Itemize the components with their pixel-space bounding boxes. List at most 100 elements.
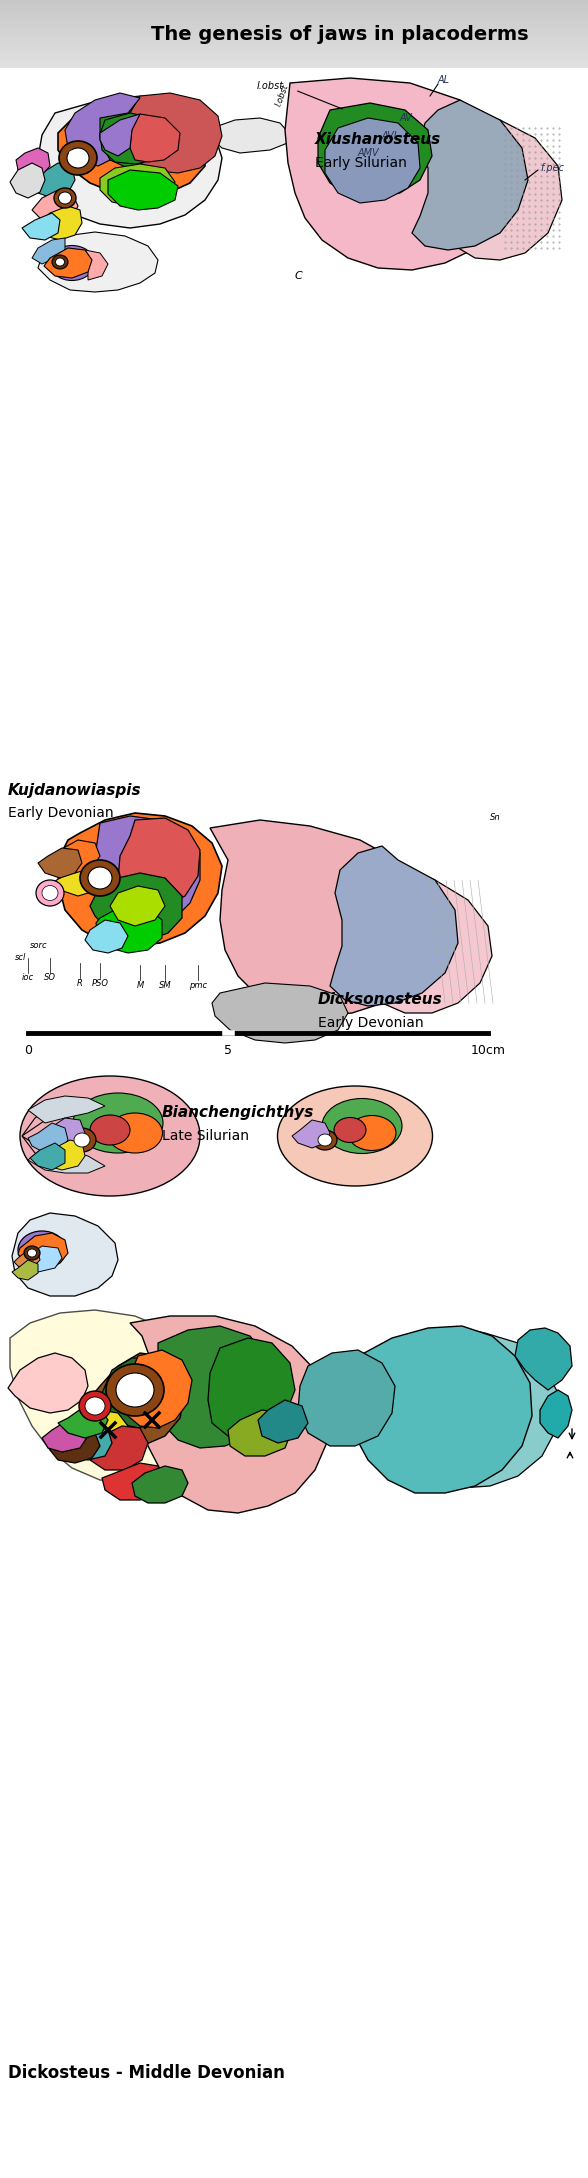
Text: AVL: AVL [382,131,400,142]
Ellipse shape [49,246,95,281]
Polygon shape [44,248,92,279]
Polygon shape [92,817,200,926]
Text: M: M [136,980,143,989]
Polygon shape [32,163,75,198]
Polygon shape [32,237,65,264]
Ellipse shape [90,1115,130,1146]
Polygon shape [28,1146,105,1174]
Polygon shape [58,102,205,196]
Polygon shape [12,1213,118,1296]
Ellipse shape [348,1115,396,1150]
Ellipse shape [54,187,76,209]
Polygon shape [515,1329,572,1390]
Polygon shape [100,163,175,207]
Polygon shape [28,1096,105,1124]
Polygon shape [38,847,82,878]
Polygon shape [102,1359,178,1429]
Polygon shape [126,1350,192,1429]
Polygon shape [108,170,178,209]
Text: l.obst: l.obst [274,83,290,109]
Polygon shape [65,94,140,166]
Polygon shape [38,207,82,240]
Polygon shape [205,118,295,152]
Ellipse shape [92,869,99,876]
Polygon shape [100,113,170,163]
Text: Dickosteus - Middle Devonian: Dickosteus - Middle Devonian [8,2065,285,2082]
Ellipse shape [88,867,112,889]
Polygon shape [8,1353,88,1414]
Polygon shape [118,819,200,908]
Text: l.obst: l.obst [256,81,283,91]
Polygon shape [22,1100,75,1137]
Text: Bianchengichthys: Bianchengichthys [162,1106,315,1119]
Polygon shape [292,1119,330,1148]
Text: 10cm: 10cm [470,1045,506,1059]
Polygon shape [85,919,128,954]
Polygon shape [540,1390,572,1437]
Ellipse shape [322,1098,402,1154]
Ellipse shape [74,1133,90,1148]
Polygon shape [132,1466,188,1503]
Polygon shape [125,94,222,172]
Polygon shape [22,213,60,240]
Ellipse shape [24,1246,40,1261]
Polygon shape [12,1261,38,1281]
Polygon shape [85,250,108,281]
Polygon shape [10,163,45,198]
Polygon shape [318,102,432,198]
Ellipse shape [313,1130,337,1150]
Polygon shape [58,1407,108,1437]
Polygon shape [42,1420,88,1453]
Ellipse shape [278,1087,433,1187]
Polygon shape [42,1139,85,1170]
Polygon shape [32,189,78,222]
Polygon shape [25,1246,62,1272]
Polygon shape [30,1143,65,1170]
Ellipse shape [69,150,75,155]
Ellipse shape [52,255,68,270]
Polygon shape [96,906,162,954]
Text: sorc: sorc [30,941,48,950]
Text: Dicksonosteus: Dicksonosteus [318,993,443,1008]
Polygon shape [100,113,140,157]
Polygon shape [258,1400,308,1444]
Text: PSO: PSO [92,978,109,987]
Polygon shape [14,1250,40,1268]
Polygon shape [50,1431,100,1464]
Text: ioc: ioc [22,974,34,982]
Text: SO: SO [44,974,56,982]
Polygon shape [88,1427,148,1470]
Ellipse shape [80,860,120,895]
Polygon shape [208,1337,295,1440]
Ellipse shape [73,1093,163,1152]
Text: Sn: Sn [490,815,500,823]
Text: Early Silurian: Early Silurian [315,157,407,170]
Text: AL: AL [438,74,450,85]
Polygon shape [90,1353,185,1446]
Ellipse shape [18,1231,66,1270]
Polygon shape [325,118,420,203]
Text: 0: 0 [24,1045,32,1059]
Polygon shape [52,841,100,873]
Polygon shape [298,1350,395,1446]
Ellipse shape [42,886,58,900]
Text: AMV: AMV [358,148,380,159]
Polygon shape [38,100,222,229]
Text: Early Devonian: Early Devonian [318,1015,423,1030]
Ellipse shape [20,1076,200,1196]
Polygon shape [42,1117,85,1148]
Ellipse shape [85,1396,105,1416]
Polygon shape [52,867,105,895]
Text: The genesis of jaws in placoderms: The genesis of jaws in placoderms [151,24,529,44]
Polygon shape [72,1409,128,1448]
Polygon shape [16,148,50,179]
Text: Late Silurian: Late Silurian [162,1128,249,1143]
Polygon shape [368,867,492,1013]
Polygon shape [28,1124,68,1152]
Ellipse shape [116,1372,154,1407]
Text: C: C [295,270,303,281]
Polygon shape [130,113,180,161]
Ellipse shape [334,1117,366,1143]
Ellipse shape [108,1113,162,1152]
Ellipse shape [67,148,89,168]
